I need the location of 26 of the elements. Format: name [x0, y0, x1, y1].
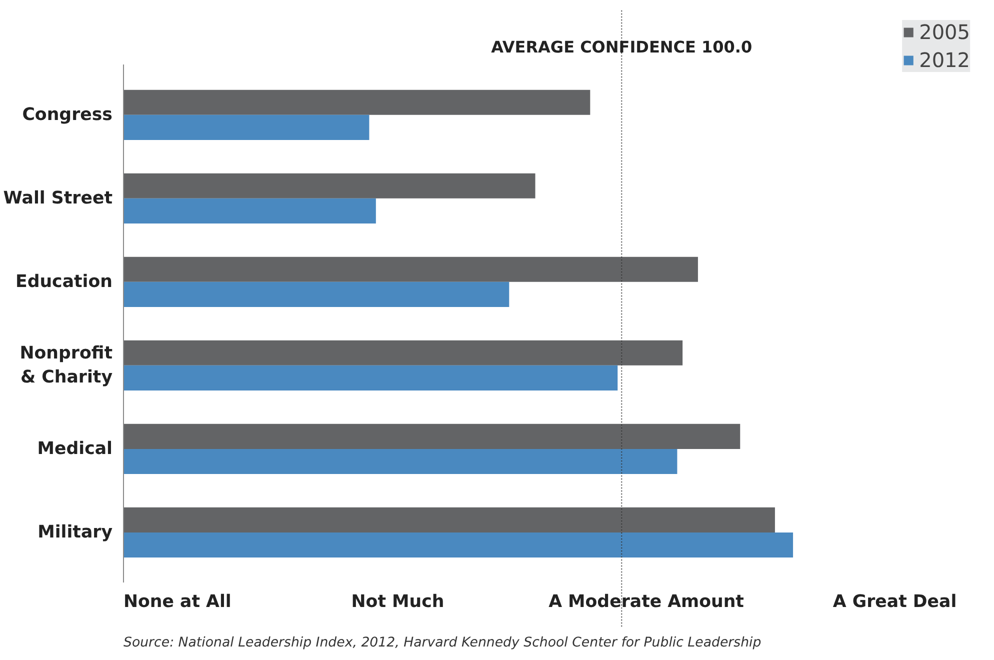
bar — [124, 532, 794, 558]
annotation: A Moderate Amount — [548, 592, 744, 612]
bar — [124, 365, 618, 390]
bar — [124, 173, 536, 198]
annotation: None at All — [124, 592, 232, 612]
y-tick-label: Wall Street — [3, 188, 113, 208]
source-note: Source: National Leadership Index, 2012, Harvard Kennedy School Center for Public Leadership — [124, 636, 762, 650]
ref-line-label: AVERAGE CONFIDENCE 100.0 — [491, 37, 752, 56]
text: A Great Deal — [832, 592, 957, 612]
y-tick-label: Nonprofit & Charity — [20, 343, 113, 388]
y-tick-label: Medical — [37, 438, 113, 459]
y-tick-label: Congress — [22, 104, 113, 125]
bar — [124, 114, 370, 140]
bar — [124, 448, 678, 474]
legend-label: 2012 — [919, 48, 970, 72]
bar — [124, 256, 698, 282]
bar — [124, 90, 590, 115]
legend-label: 2005 — [919, 20, 970, 44]
y-tick-label: Education — [15, 272, 113, 292]
bar — [124, 198, 376, 224]
bar — [124, 282, 510, 307]
bar — [124, 424, 740, 449]
bar — [124, 340, 683, 366]
y-tick-label: Military — [38, 522, 113, 542]
bar — [124, 507, 775, 532]
annotation: Not Much — [351, 592, 444, 612]
